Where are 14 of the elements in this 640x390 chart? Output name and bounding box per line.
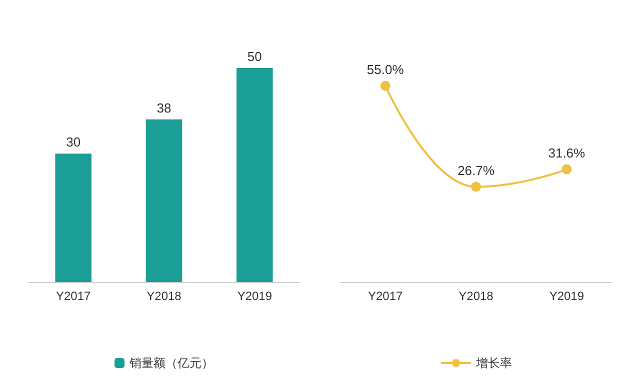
x-tick-label: Y2018 bbox=[146, 289, 182, 303]
x-tick-label: Y2017 bbox=[368, 289, 404, 303]
legend-label: 销量额（亿元） bbox=[128, 356, 214, 370]
legend-label: 增长率 bbox=[475, 356, 512, 370]
x-tick-label: Y2018 bbox=[458, 289, 494, 303]
data-label: 38 bbox=[156, 100, 172, 116]
x-tick-label: Y2017 bbox=[56, 289, 92, 303]
data-label: 55.0% bbox=[366, 62, 404, 77]
x-tick-label: Y2019 bbox=[237, 289, 272, 303]
data-label: 50 bbox=[247, 49, 262, 64]
x-tick-label: Y2019 bbox=[549, 289, 584, 303]
data-label: 26.7% bbox=[458, 162, 495, 178]
data-label: 31.6% bbox=[548, 145, 586, 160]
data-label: 30 bbox=[66, 134, 81, 150]
